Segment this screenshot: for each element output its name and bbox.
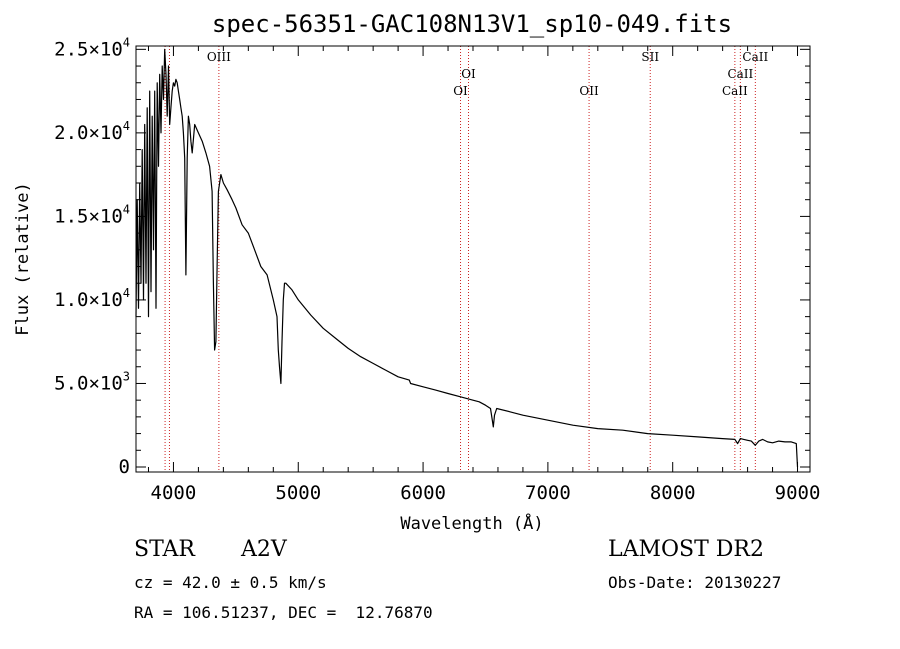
- observation-date: Obs-Date: 20130227: [608, 573, 782, 592]
- y-tick-label: 0: [119, 456, 130, 478]
- x-tick-label: 6000: [400, 482, 446, 504]
- x-tick-label: 5000: [275, 482, 321, 504]
- chart-title: spec-56351-GAC108N13V1_sp10-049.fits: [212, 10, 732, 38]
- y-tick-label: 1.0×104: [54, 286, 130, 311]
- y-tick-label: 2.0×104: [54, 119, 130, 144]
- coordinates: RA = 106.51237, DEC = 12.76870: [134, 603, 433, 622]
- x-tick-label: 9000: [775, 482, 821, 504]
- plot-frame: [135, 45, 811, 473]
- x-tick-label: 4000: [151, 482, 197, 504]
- spectral-line-markers: OIII OI OI OII SII CaII CaII CaII: [164, 46, 768, 472]
- survey-name: LAMOST DR2: [608, 537, 764, 562]
- object-type: STAR: [134, 537, 195, 562]
- spectral-line-label-4: SII: [641, 50, 659, 64]
- spectral-line-label-1: OI: [461, 67, 476, 81]
- y-tick-label: 2.5×104: [54, 35, 130, 60]
- y-tick-label: 5.0×103: [54, 369, 130, 394]
- x-tick-label: 7000: [525, 482, 571, 504]
- spectral-line-label-2: OI: [453, 84, 468, 98]
- y-axis-label: Flux (relative): [13, 182, 33, 336]
- spectral-line-label-3: OII: [579, 84, 599, 98]
- x-tick-label: 8000: [650, 482, 696, 504]
- y-tick-label: 1.5×104: [54, 202, 130, 227]
- spectrum-series: [135, 48, 799, 468]
- x-axis-label: Wavelength (Å): [400, 512, 543, 534]
- redshift-velocity: cz = 42.0 ± 0.5 km/s: [134, 573, 327, 592]
- axis-ticks: 4000 5000 6000 7000 8000 9000 0 5.0×103 1.0×104 1…: [54, 35, 820, 504]
- spectral-class: A2V: [241, 537, 287, 562]
- spectral-line-label-6: CaII: [727, 67, 753, 81]
- spectral-line-label-5: CaII: [742, 50, 768, 64]
- spectral-line-label-7: CaII: [722, 84, 748, 98]
- spectral-line-label-0: OIII: [207, 50, 231, 64]
- spectrum-line-0: [135, 48, 799, 468]
